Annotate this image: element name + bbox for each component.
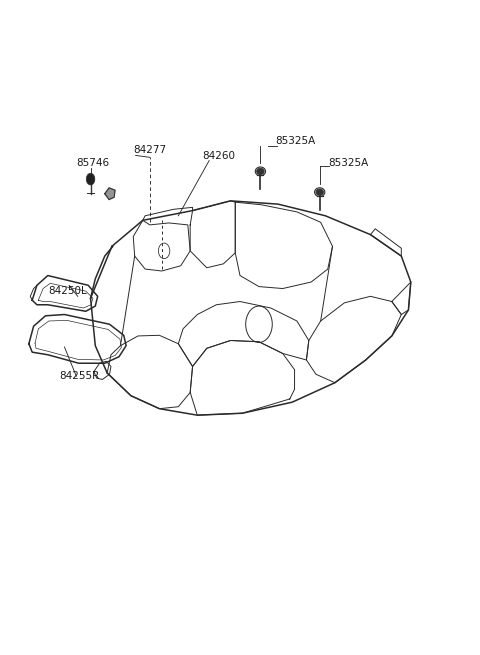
Text: 85325A: 85325A	[328, 159, 368, 168]
Ellipse shape	[316, 189, 324, 195]
Text: 84277: 84277	[133, 145, 167, 155]
Text: 84250L: 84250L	[48, 286, 86, 296]
Polygon shape	[105, 188, 115, 200]
Ellipse shape	[256, 168, 264, 175]
Text: 84260: 84260	[202, 151, 235, 160]
Circle shape	[86, 174, 95, 185]
Text: 85746: 85746	[76, 159, 109, 168]
Text: 85325A: 85325A	[276, 136, 316, 145]
Text: 84255R: 84255R	[60, 371, 100, 381]
